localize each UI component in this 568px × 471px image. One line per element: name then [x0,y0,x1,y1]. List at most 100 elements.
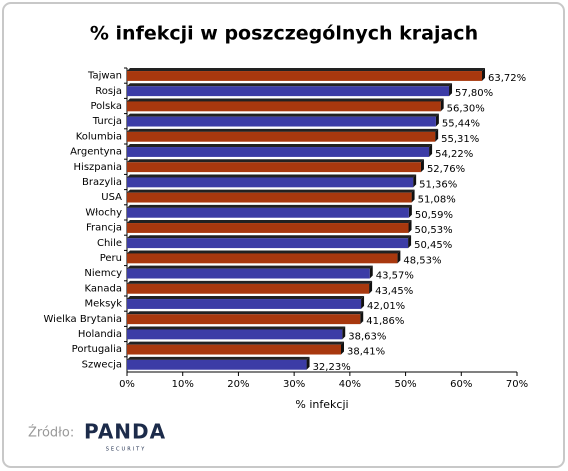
value-label: 32,23% [313,362,351,373]
bar [127,162,421,173]
value-label: 55,31% [441,134,479,145]
value-label: 63,72% [488,73,526,84]
bar-side [440,98,444,112]
bar [127,314,361,325]
bar-side [397,250,401,264]
value-label: 57,80% [455,88,493,99]
y-tick-label: Francja [86,223,122,234]
bar [127,207,409,218]
value-label: 43,45% [375,286,413,297]
source-label: Źródło: [28,425,74,441]
source-logo-sub: SECURITY [106,447,147,453]
value-label: 50,59% [415,210,453,221]
bar [127,116,436,127]
x-tick-label: 40% [339,379,361,390]
bar-top [127,311,364,315]
bar-side [306,356,310,370]
x-tick-label: 30% [283,379,305,390]
bar-side [413,174,417,188]
bar [127,268,370,279]
value-label: 51,08% [418,195,456,206]
y-tick-label: Wielka Brytania [44,314,122,325]
bar-top [127,189,415,193]
y-tick-label: Rosja [95,86,122,97]
bar [127,177,414,188]
bar-side [411,189,415,203]
x-tick-label: 70% [506,379,528,390]
bar-side [340,341,344,355]
bar-side [408,204,412,218]
bar [127,283,370,294]
bar [127,86,450,97]
y-tick-label: Holandia [78,329,122,340]
x-tick-label: 10% [172,379,194,390]
bar-side [449,83,453,97]
y-tick-label: Meksyk [85,299,123,310]
bar-top [127,265,373,269]
bar [127,329,343,340]
y-tick-label: Turcja [92,116,122,127]
bar [127,359,307,370]
y-tick-label: Brazylia [82,177,122,188]
bar-top [127,341,344,345]
value-label: 41,86% [366,316,404,327]
bar-side [420,159,424,173]
bar [127,147,430,157]
y-tick-label: Portugalia [72,344,122,355]
bar-side [361,296,365,309]
bar [127,344,341,355]
bar-side [482,68,486,81]
bar [127,192,412,203]
bar-side [408,235,412,249]
value-label: 54,22% [435,149,473,160]
bar [127,101,441,112]
bar-top [127,174,417,178]
chart-title: % infekcji w poszczególnych krajach [90,23,478,45]
bar-top [127,220,412,224]
value-label: 50,53% [415,225,453,236]
bar-top [127,280,373,284]
y-tick-label: Peru [100,253,122,264]
bar-top [127,98,444,102]
value-label: 43,57% [376,271,414,282]
y-tick-label: Tajwan [87,71,122,82]
value-label: 55,44% [442,119,480,130]
x-tick-label: 60% [450,379,472,390]
bar [127,223,409,233]
bar [127,299,362,309]
bar-side [429,144,433,157]
value-label: 38,63% [348,331,386,342]
bar-top [127,204,412,208]
bar-side [369,265,373,279]
bar [127,253,398,264]
value-label: 50,45% [414,240,452,251]
bar-top [127,68,486,72]
source-logo: PANDA [84,420,166,444]
bar [127,238,409,249]
y-tick-label: Chile [97,238,122,249]
x-tick-label: 0% [119,379,135,390]
y-tick-label: Niemcy [84,268,122,279]
value-label: 48,53% [403,255,441,266]
bar-top [127,356,310,360]
bar-side [408,220,412,233]
bar-side [369,280,373,294]
bar-top [127,250,401,254]
y-tick-label: Włochy [85,207,122,218]
y-tick-label: Kanada [85,283,122,294]
y-tick-label: Hiszpania [74,162,122,173]
y-tick-label: Argentyna [70,147,122,158]
bar-top [127,296,365,300]
bar-side [360,311,364,325]
bar-top [127,113,439,117]
bar-top [127,159,424,163]
y-tick-label: USA [101,192,122,203]
x-tick-label: 50% [394,379,416,390]
value-label: 38,41% [347,347,385,358]
x-axis-label: % infekcji [295,398,348,411]
bar-top [127,235,412,239]
value-label: 42,01% [367,301,405,312]
bar-top [127,128,439,132]
value-label: 51,36% [419,179,457,190]
